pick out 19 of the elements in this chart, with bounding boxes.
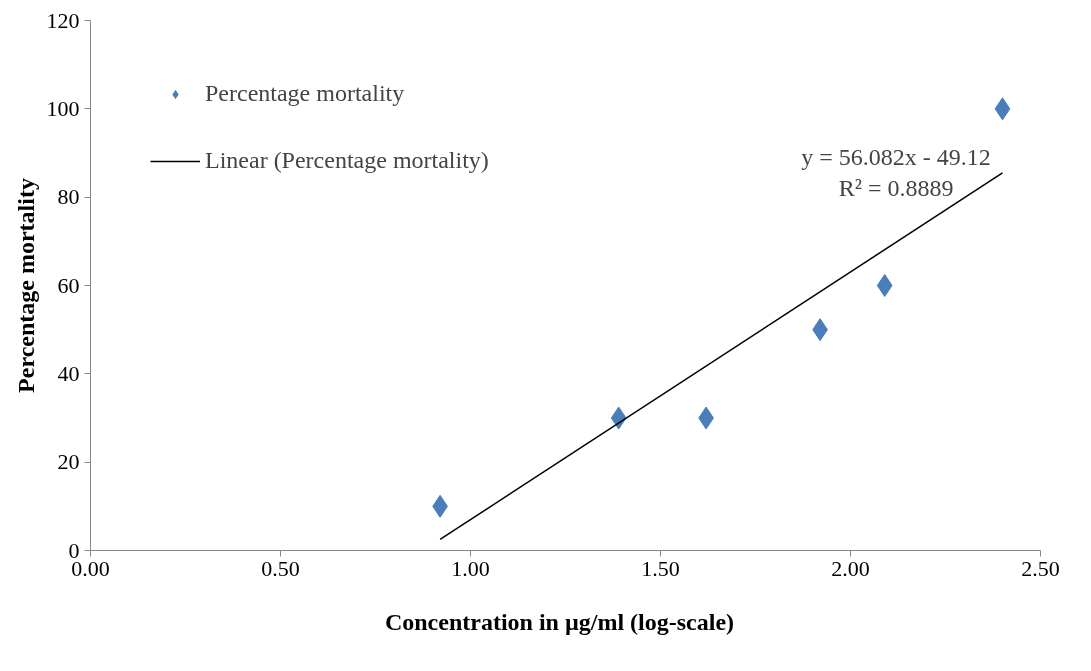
y-tick-label: 100	[46, 95, 80, 121]
y-tick-label: 80	[57, 184, 80, 210]
annotation: y = 56.082x - 49.12	[801, 144, 991, 171]
annotation: R² = 0.8889	[838, 175, 954, 202]
point	[994, 97, 1011, 121]
x-tick-label: 1.50	[641, 555, 680, 581]
legend-label: Percentage mortality	[205, 80, 405, 107]
y-tick-label: 120	[46, 7, 80, 33]
legend-label: Linear (Percentage mortality)	[205, 147, 489, 174]
x-tick-label: 0.50	[261, 555, 300, 581]
x-tick-label: 2.50	[1021, 555, 1060, 581]
y-tick-label: 20	[57, 449, 80, 475]
point	[876, 274, 893, 297]
y-axis-title: Percentage mortality	[12, 178, 39, 393]
y-tick-label: 40	[57, 360, 80, 386]
y-tick-label: 60	[57, 272, 80, 298]
x-tick-label: 1.00	[451, 555, 490, 581]
x-axis-title: Concentration in µg/ml (log-scale)	[384, 608, 735, 635]
x-tick-label: 2.00	[831, 555, 870, 581]
